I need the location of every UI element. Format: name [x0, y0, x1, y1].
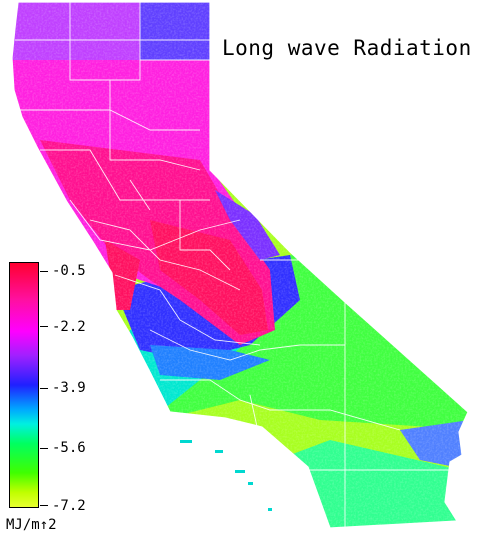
- map-title: Long wave Radiation: [222, 36, 472, 60]
- channel-islands: [180, 440, 272, 511]
- legend-colorbar: [9, 262, 39, 508]
- legend-tick: [40, 448, 48, 449]
- legend-tick-label: -7.2: [52, 498, 86, 514]
- legend-tick: [40, 505, 48, 506]
- legend-tick-label: -3.9: [52, 380, 86, 396]
- legend-tick-label: -5.6: [52, 440, 86, 456]
- legend-tick: [40, 271, 48, 272]
- legend-tick-label: -0.5: [52, 263, 86, 279]
- state-outline: [11, 1, 469, 529]
- legend-tick: [40, 388, 48, 389]
- legend-tick-label: -2.2: [52, 319, 86, 335]
- county-boundaries: [15, 2, 460, 528]
- legend-tick: [40, 326, 48, 327]
- legend-units: MJ/m↑2: [6, 517, 57, 533]
